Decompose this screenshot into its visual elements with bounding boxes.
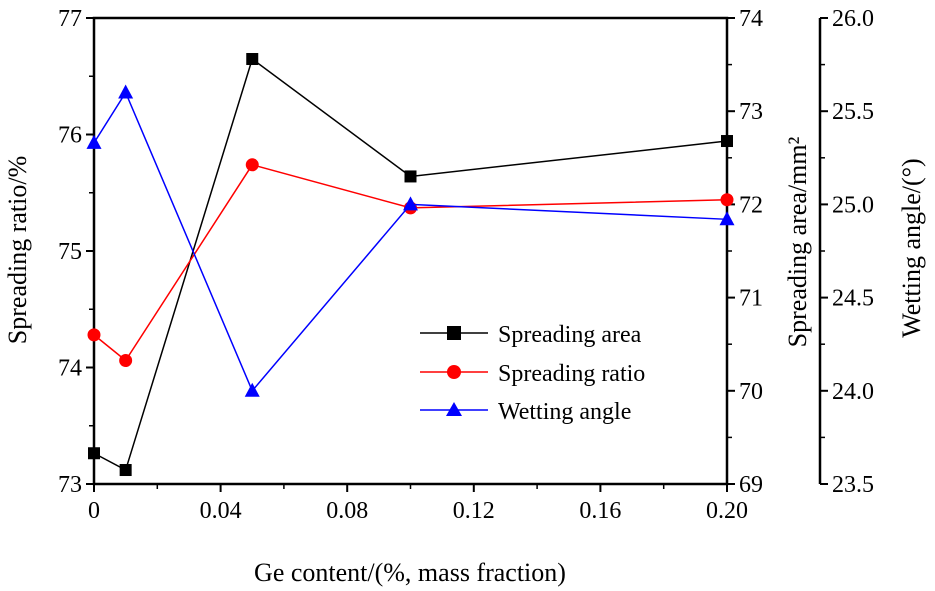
data-point-spreading-ratio bbox=[119, 354, 133, 368]
data-point-wetting-angle bbox=[86, 134, 102, 149]
x-tick-label: 0.08 bbox=[326, 498, 368, 524]
data-point-spreading-ratio bbox=[720, 193, 734, 207]
right-axis-title-spreading-area: Spreading area/mm² bbox=[783, 136, 812, 347]
data-point-spreading-area bbox=[404, 170, 417, 183]
data-point-wetting-angle bbox=[719, 211, 735, 226]
data-point-spreading-area bbox=[88, 447, 100, 460]
legend-label-wetting-angle: Wetting angle bbox=[498, 399, 631, 425]
spreading-area-axis-tick-label: 69 bbox=[739, 472, 763, 498]
data-point-spreading-area bbox=[721, 135, 733, 148]
legend-entry-wetting-angle: Wetting angle bbox=[420, 399, 631, 425]
spreading-area-axis-tick-label: 73 bbox=[739, 99, 763, 125]
x-tick-label: 0.16 bbox=[579, 498, 621, 524]
data-point-spreading-ratio bbox=[245, 158, 259, 172]
legend-entry-spreading-ratio: Spreading ratio bbox=[420, 361, 645, 387]
left-axis-tick-label: 75 bbox=[58, 239, 82, 265]
spreading-area-axis-tick-label: 71 bbox=[739, 286, 763, 312]
data-point-wetting-angle bbox=[403, 196, 418, 211]
legend: Spreading area Spreading ratio Wetting a… bbox=[420, 322, 645, 425]
wetting-angle-axis-tick-label: 23.5 bbox=[832, 472, 874, 498]
plot-area bbox=[92, 16, 729, 486]
wetting-angle-axis-tick-label: 25.5 bbox=[832, 99, 874, 125]
right-axis-title-wetting-angle: Wetting angle/(°) bbox=[897, 158, 926, 337]
data-point-wetting-angle bbox=[244, 382, 260, 397]
x-axis-title: Ge content/(%, mass fraction) bbox=[254, 558, 566, 587]
wetting-angle-axis-tick-label: 25.0 bbox=[832, 192, 874, 218]
left-axis-tick-label: 77 bbox=[58, 6, 82, 32]
axis-ticks bbox=[86, 17, 828, 492]
left-axis-tick-label: 76 bbox=[58, 123, 82, 149]
data-point-spreading-ratio bbox=[87, 328, 101, 342]
spreading-area-axis-tick-label: 74 bbox=[739, 6, 763, 32]
spreading-area-axis-tick-label: 70 bbox=[739, 379, 763, 405]
left-axis-title: Spreading ratio/% bbox=[3, 156, 32, 344]
left-axis-tick-label: 73 bbox=[58, 472, 82, 498]
data-point-wetting-angle bbox=[118, 84, 134, 99]
x-tick-label: 0.04 bbox=[200, 498, 242, 524]
wetting-angle-axis-tick-label: 24.5 bbox=[832, 286, 874, 312]
data-point-spreading-area bbox=[246, 53, 259, 66]
legend-label-spreading-ratio: Spreading ratio bbox=[498, 361, 645, 387]
legend-entry-spreading-area: Spreading area bbox=[420, 322, 642, 348]
series-line-spreading-area bbox=[93, 57, 728, 472]
left-axis-tick-label: 74 bbox=[58, 356, 82, 382]
data-point-spreading-area bbox=[119, 464, 132, 477]
axis-tick-labels: 0 0.04 0.08 0.12 0.16 0.20 73 74 75 76 77 69 70 71 72 7… bbox=[58, 6, 874, 524]
wetting-angle-axis-tick-label: 26.0 bbox=[832, 6, 874, 32]
series-layer bbox=[86, 53, 735, 477]
spreading-area-axis-tick-label: 72 bbox=[739, 192, 763, 218]
x-tick-label: 0.20 bbox=[706, 498, 748, 524]
legend-label-spreading-area: Spreading area bbox=[498, 322, 642, 348]
x-tick-label: 0.12 bbox=[453, 498, 495, 524]
x-tick-label: 0 bbox=[88, 498, 100, 524]
wetting-angle-axis-tick-label: 24.0 bbox=[832, 379, 874, 405]
